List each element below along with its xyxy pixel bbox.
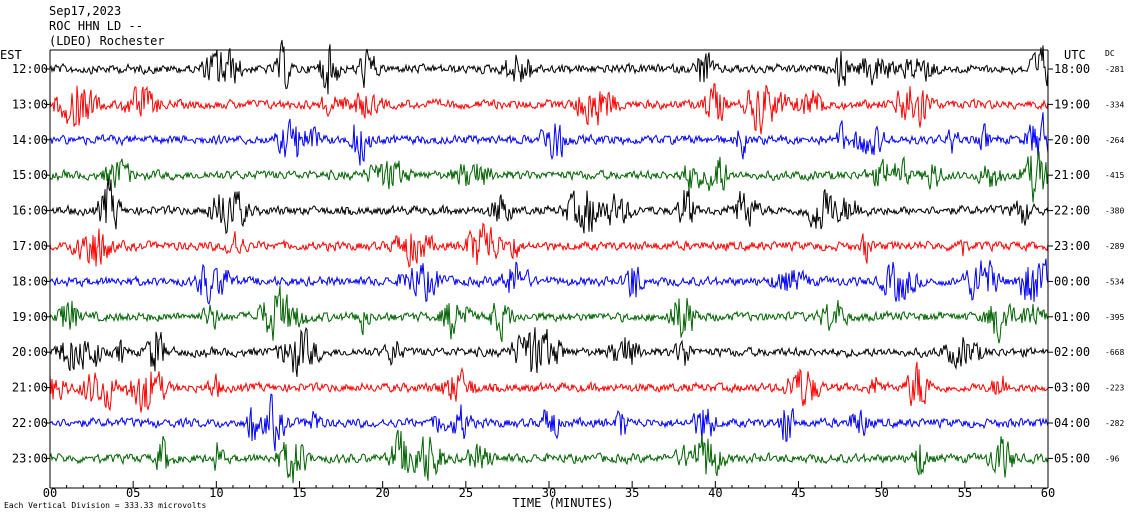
trace-line xyxy=(49,83,1049,135)
dc-header-label: DC xyxy=(1105,49,1115,58)
est-hour-label: 13:00 xyxy=(12,97,48,111)
est-hour-label: 15:00 xyxy=(12,168,48,182)
x-tick-label: 60 xyxy=(1041,486,1055,500)
dc-offset-label: -334 xyxy=(1105,100,1124,109)
est-hour-label: 16:00 xyxy=(12,204,48,218)
x-tick-label: 55 xyxy=(958,486,972,500)
utc-hour-label: 20:00 xyxy=(1054,133,1090,147)
utc-hour-label: 05:00 xyxy=(1054,451,1090,465)
axis-labels: 00 05 10 15 20 25 30 35 40 45 50 55 60 TIME (MINUTES)… xyxy=(12,62,1125,510)
utc-hour-label: 01:00 xyxy=(1054,310,1090,324)
trace-line xyxy=(49,326,1049,377)
x-tick-label: 00 xyxy=(43,486,57,500)
dc-offset-label: -395 xyxy=(1105,313,1124,322)
x-axis-title: TIME (MINUTES) xyxy=(512,496,613,510)
x-tick-label: 15 xyxy=(292,486,306,500)
x-tick-label: 10 xyxy=(209,486,223,500)
x-tick-label: 25 xyxy=(459,486,473,500)
est-hour-label: 19:00 xyxy=(12,310,48,324)
location-label: (LDEO) Rochester xyxy=(49,34,165,48)
est-hour-label: 12:00 xyxy=(12,62,48,76)
trace-line xyxy=(49,258,1049,305)
dc-offset-label: -282 xyxy=(1105,419,1124,428)
trace-line xyxy=(50,178,1049,235)
est-hour-label: 21:00 xyxy=(12,381,48,395)
utc-hour-label: 19:00 xyxy=(1054,97,1090,111)
dc-offset-label: -281 xyxy=(1105,65,1124,74)
trace-line xyxy=(49,112,1049,166)
x-tick-label: 30 xyxy=(542,486,556,500)
trace-line xyxy=(49,393,1049,452)
trace-line xyxy=(49,429,1049,484)
dc-offset-label: -223 xyxy=(1105,384,1124,393)
utc-hour-label: 22:00 xyxy=(1054,204,1090,218)
est-hour-label: 23:00 xyxy=(12,451,48,465)
x-tick-label: 05 xyxy=(126,486,140,500)
trace-line xyxy=(49,222,1049,268)
est-hour-label: 17:00 xyxy=(12,239,48,253)
utc-hour-label: 21:00 xyxy=(1054,168,1090,182)
trace-line xyxy=(49,39,1049,95)
x-tick-label: 50 xyxy=(874,486,888,500)
utc-hour-label: 18:00 xyxy=(1054,62,1090,76)
x-tick-label: 45 xyxy=(791,486,805,500)
left-timezone-label: EST xyxy=(0,48,22,62)
axis-ticks xyxy=(45,68,1053,488)
utc-hour-label: 04:00 xyxy=(1054,416,1090,430)
dc-offset-label: -264 xyxy=(1105,136,1124,145)
x-tick-label: 35 xyxy=(625,486,639,500)
dc-offset-label: -289 xyxy=(1105,242,1124,251)
trace-line xyxy=(49,361,1049,413)
utc-hour-label: 23:00 xyxy=(1054,239,1090,253)
dc-offset-label: -668 xyxy=(1105,348,1124,357)
est-hour-label: 22:00 xyxy=(12,416,48,430)
dc-offset-label: -380 xyxy=(1105,207,1124,216)
trace-line xyxy=(49,151,1049,203)
x-tick-label: 40 xyxy=(708,486,722,500)
dc-offset-label: -534 xyxy=(1105,277,1124,286)
dc-offset-label: -96 xyxy=(1105,454,1120,463)
utc-hour-label: 02:00 xyxy=(1054,345,1090,359)
x-tick-label: 20 xyxy=(375,486,389,500)
seismic-traces xyxy=(49,39,1049,484)
trace-line xyxy=(49,285,1049,344)
est-hour-label: 14:00 xyxy=(12,133,48,147)
est-hour-label: 18:00 xyxy=(12,274,48,288)
est-hour-label: 20:00 xyxy=(12,345,48,359)
date-label: Sep17,2023 xyxy=(49,4,122,18)
right-timezone-label: UTC xyxy=(1064,48,1086,62)
station-label: ROC HHN LD -- xyxy=(49,19,143,33)
utc-hour-label: 03:00 xyxy=(1054,381,1090,395)
utc-hour-label: 00:00 xyxy=(1054,274,1090,288)
footnote: Each Vertical Division = 333.33 microvol… xyxy=(4,501,207,510)
dc-offset-label: -415 xyxy=(1105,171,1124,180)
